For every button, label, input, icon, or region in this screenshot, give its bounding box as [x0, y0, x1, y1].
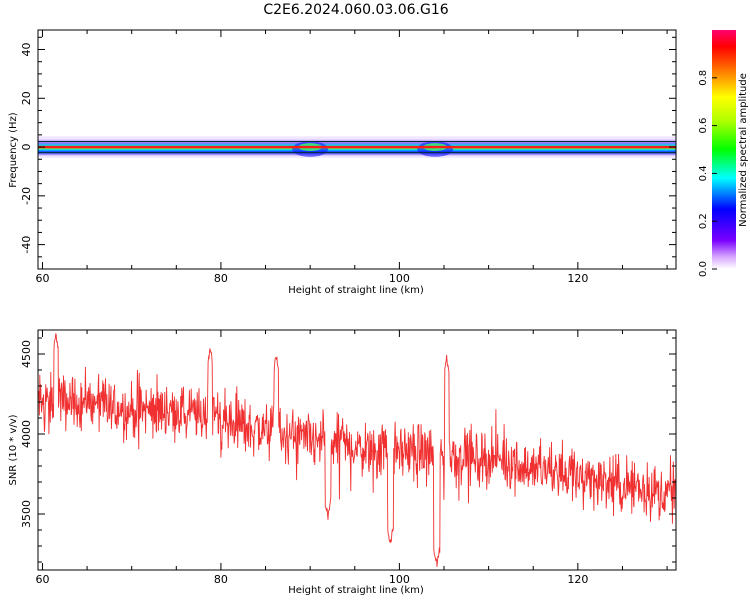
spectrogram-x-axis-label: Height of straight line (km): [288, 285, 424, 296]
colorbar-tick-label: 0.2: [698, 213, 709, 229]
y-tick-label: -20: [20, 187, 33, 205]
y-tick-label: 4000: [20, 420, 33, 448]
spectrogram-panel: 60 80 100 120 40 20 0 -20 -40 Height of straight…: [8, 29, 677, 296]
snr-series-line: [38, 333, 676, 567]
x-tick-label: 100: [389, 272, 410, 285]
x-tick-label: 120: [567, 272, 588, 285]
y-tick-label: 0: [20, 144, 33, 151]
snr-ticks: 60 80 100 120 4500 4000 3500: [20, 330, 676, 586]
spectrogram-plot-area: [38, 136, 676, 158]
colorbar-label: Normalized spectral amplitude: [738, 73, 749, 227]
colorbar-tick-label: 0.8: [698, 70, 709, 86]
snr-panel: 60 80 100 120 4500 4000 3500 Height of straigh…: [8, 329, 677, 596]
colorbar-tick-label: 0.6: [698, 118, 709, 134]
y-tick-label: -40: [20, 236, 33, 254]
y-tick-label: 20: [20, 91, 33, 105]
snr-y-axis-label: SNR (10 * v/v): [8, 414, 19, 485]
snr-x-axis-label: Height of straight line (km): [288, 585, 424, 596]
y-tick-label: 3500: [20, 500, 33, 528]
colorbar-tick-label: 0.4: [698, 165, 709, 181]
snr-plot-area: [38, 333, 676, 567]
y-tick-label: 40: [20, 43, 33, 57]
colorbar-ticks: 0.0 0.2 0.4 0.6 0.8: [698, 70, 717, 277]
y-tick-label: 4500: [20, 340, 33, 368]
chart-title: C2E6.2024.060.03.06.G16: [263, 2, 448, 18]
x-tick-label: 120: [567, 573, 588, 586]
colorbar: 0.0 0.2 0.4 0.6 0.8 Normalized spectral ampl…: [698, 30, 749, 277]
x-tick-label: 100: [389, 573, 410, 586]
spectrogram-frame: [37, 29, 677, 270]
spectrogram-ticks: 60 80 100 120 40 20 0 -20 -40: [20, 30, 676, 285]
x-tick-label: 80: [214, 573, 228, 586]
colorbar-tick-label: 0.0: [698, 261, 709, 277]
spectrogram-peak-line: [38, 145, 676, 149]
colorbar-gradient: [712, 30, 736, 269]
spectrogram-y-axis-label: Frequency (Hz): [8, 112, 19, 188]
x-tick-label: 60: [35, 573, 49, 586]
x-tick-label: 60: [35, 272, 49, 285]
x-tick-label: 80: [214, 272, 228, 285]
